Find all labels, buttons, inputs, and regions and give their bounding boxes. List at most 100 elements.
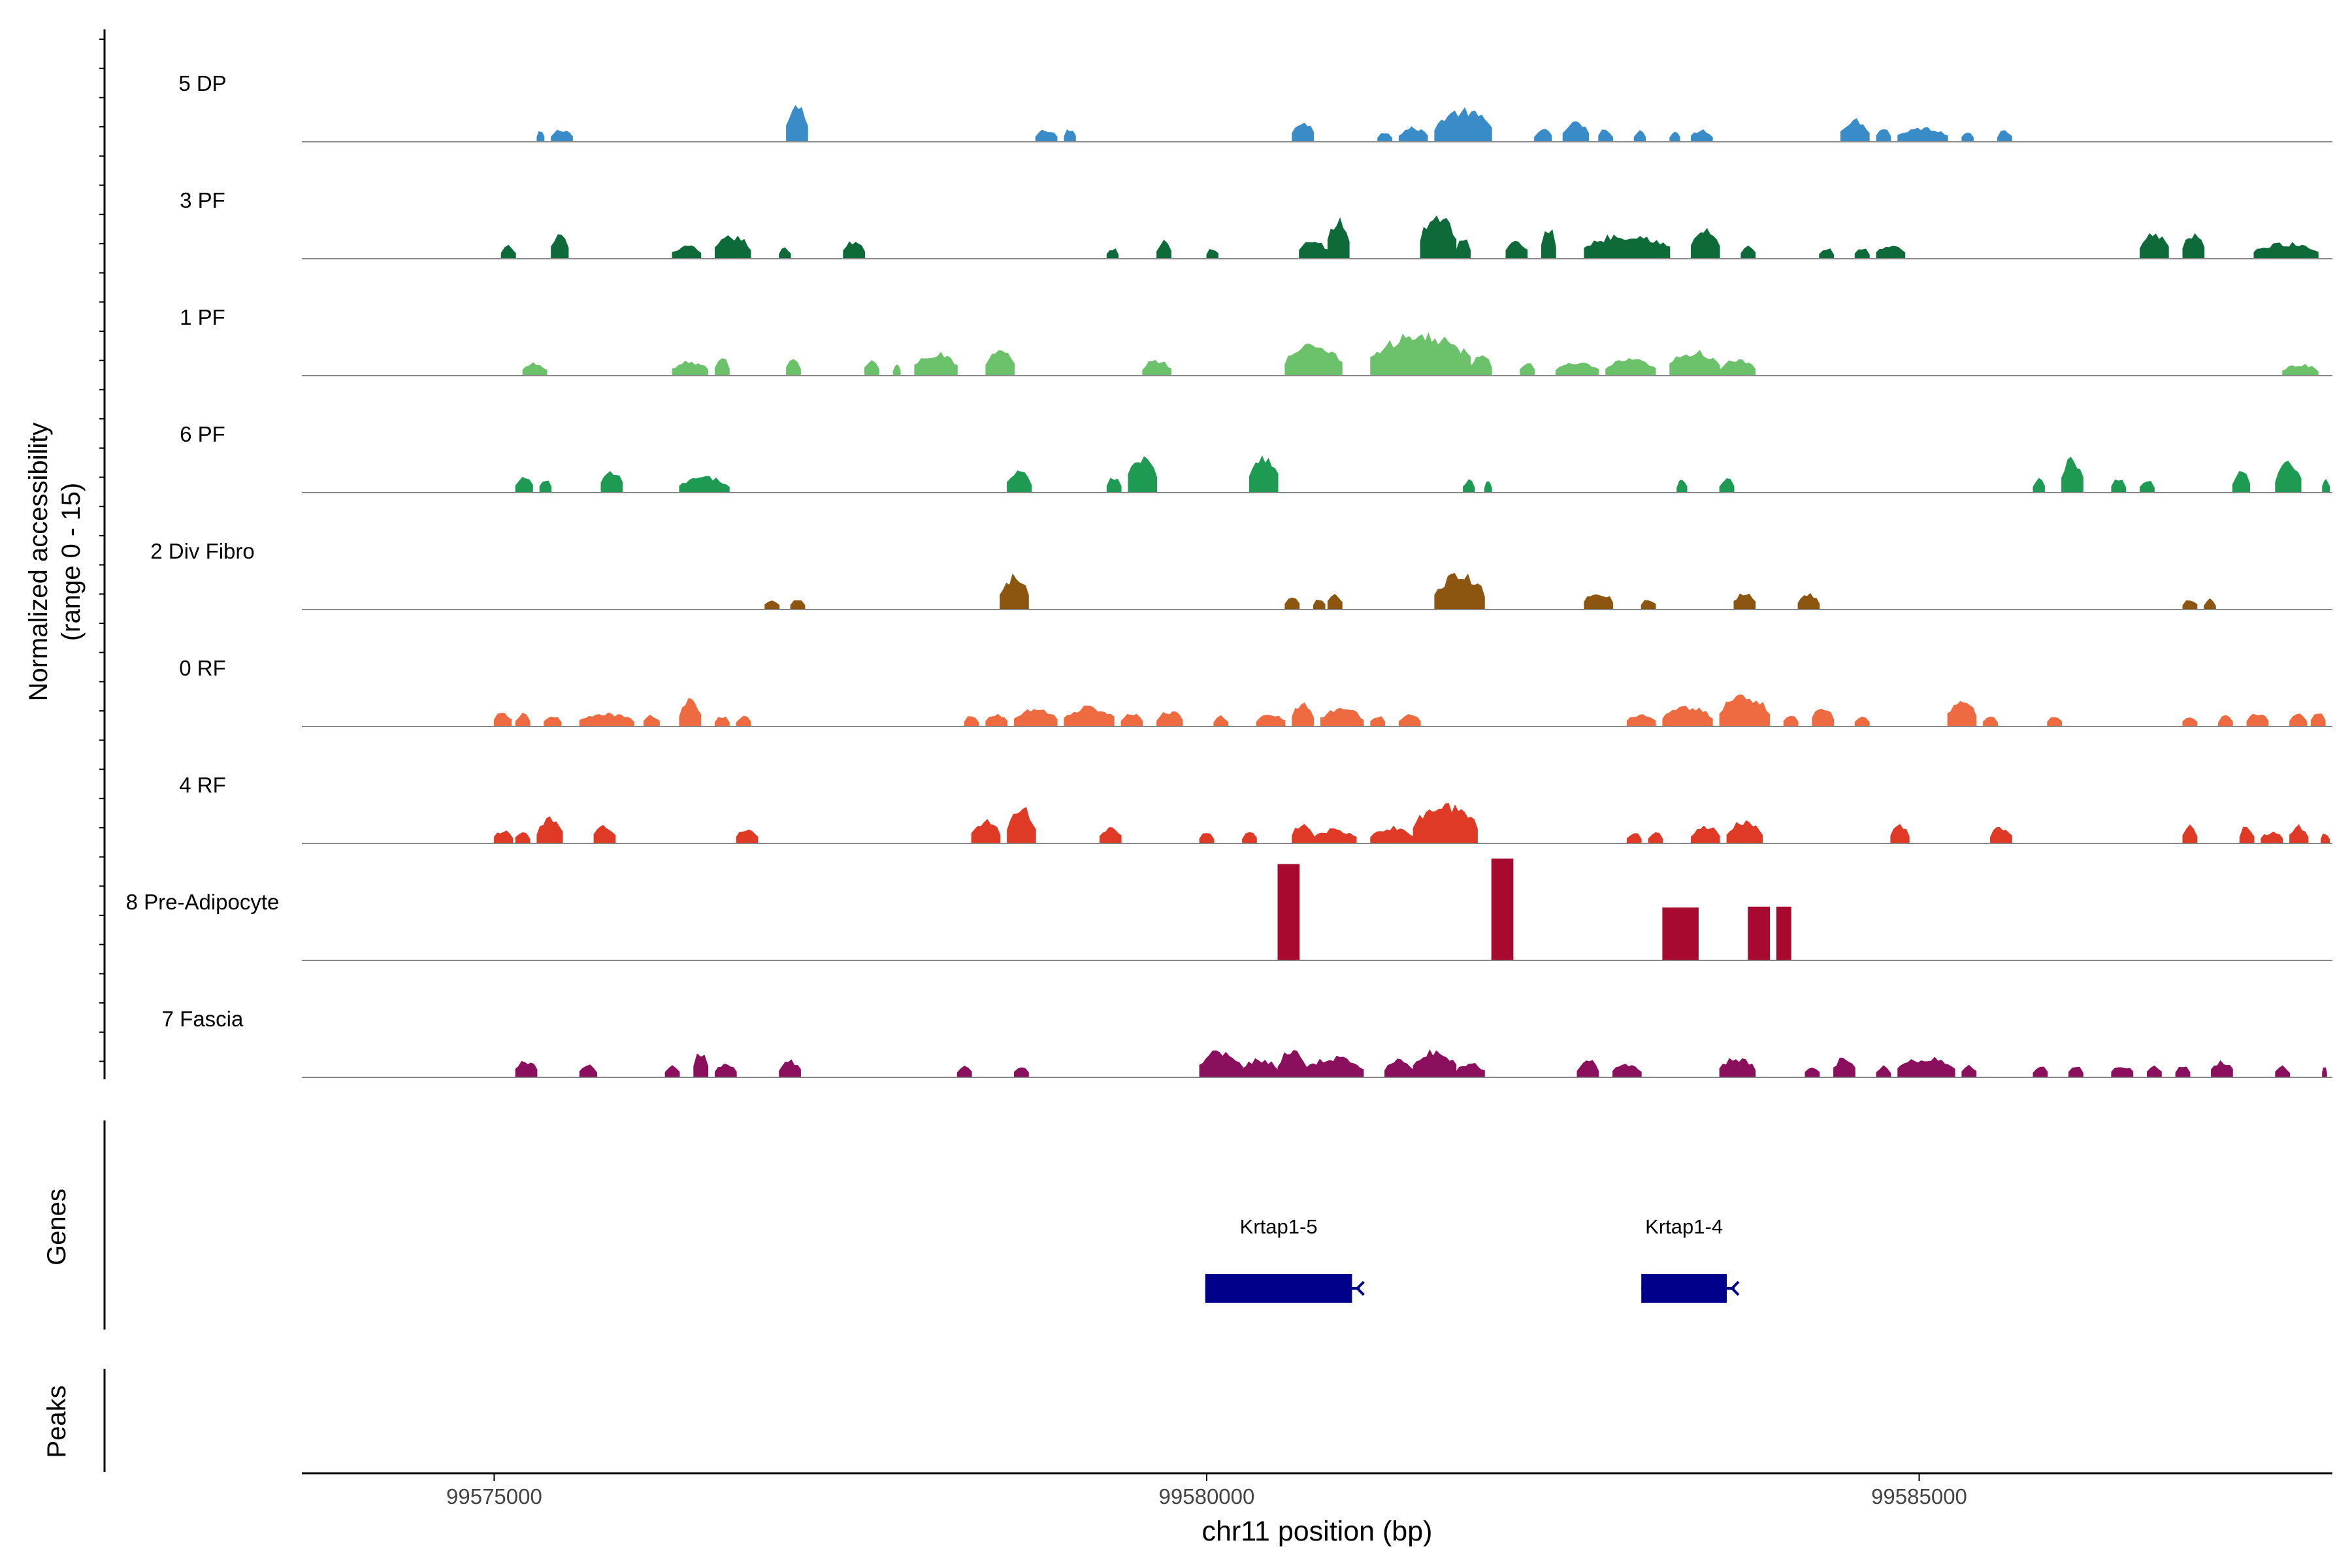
peak bbox=[1420, 215, 1457, 259]
peak bbox=[1740, 245, 1756, 259]
track-0-rf: 0 RF bbox=[179, 656, 2332, 727]
peak bbox=[1213, 715, 1229, 727]
peak bbox=[736, 715, 751, 727]
y-axis-range-label: (range 0 - 15) bbox=[57, 483, 86, 641]
peak bbox=[551, 234, 569, 259]
peak bbox=[1456, 1062, 1485, 1078]
track-3-pf: 3 PF bbox=[180, 188, 2332, 259]
peak bbox=[1007, 807, 1036, 844]
peak bbox=[664, 1065, 680, 1078]
peak bbox=[1648, 832, 1663, 844]
peak bbox=[1641, 600, 1656, 610]
track-label: 7 Fascia bbox=[162, 1007, 244, 1031]
peak bbox=[522, 362, 547, 376]
peak bbox=[679, 476, 730, 493]
peak bbox=[1064, 129, 1076, 142]
peak bbox=[551, 129, 573, 142]
peak bbox=[1961, 132, 1974, 142]
x-axis: 99575000 99580000 99585000 bbox=[302, 1472, 2332, 1509]
peak bbox=[1370, 332, 1471, 376]
peak bbox=[1534, 128, 1552, 142]
peak bbox=[1662, 907, 1699, 961]
peak bbox=[1669, 131, 1680, 142]
peak bbox=[1413, 803, 1478, 844]
y-axis-label: Normalized accessibility bbox=[24, 423, 53, 702]
gene-krtap1-4: Krtap1-4 bbox=[1641, 1215, 1740, 1303]
peak bbox=[1242, 1058, 1279, 1078]
peak bbox=[1284, 597, 1300, 610]
peak bbox=[1256, 715, 1286, 727]
gene-label: Krtap1-5 bbox=[1240, 1215, 1318, 1238]
peak bbox=[579, 712, 634, 727]
peak bbox=[1320, 708, 1364, 727]
peak bbox=[1156, 239, 1171, 259]
peak bbox=[1064, 705, 1115, 727]
peak bbox=[1584, 594, 1614, 610]
peak bbox=[2275, 461, 2302, 493]
peak bbox=[2147, 1065, 2162, 1078]
peak bbox=[1562, 121, 1589, 142]
track-label: 0 RF bbox=[179, 656, 226, 680]
peak bbox=[1313, 599, 1326, 610]
track-2-div-fibro: 2 Div Fibro bbox=[150, 539, 2332, 610]
peak bbox=[1947, 700, 1977, 727]
peak bbox=[536, 131, 545, 142]
peak bbox=[500, 244, 516, 259]
peak bbox=[1983, 716, 1998, 727]
peak bbox=[1719, 359, 1756, 376]
peak bbox=[2182, 233, 2205, 259]
peak bbox=[1284, 343, 1343, 376]
peak bbox=[1206, 249, 1218, 259]
peak bbox=[693, 1053, 709, 1078]
peak bbox=[1099, 827, 1122, 844]
track-label: 3 PF bbox=[180, 188, 225, 212]
peak bbox=[1584, 234, 1671, 259]
peak bbox=[779, 1059, 801, 1078]
track-5-dp: 5 DP bbox=[178, 71, 2332, 142]
peak bbox=[1000, 573, 1029, 610]
peak bbox=[1633, 129, 1646, 142]
peak bbox=[1719, 478, 1735, 493]
peak bbox=[2182, 600, 2198, 610]
peak bbox=[515, 832, 531, 844]
peak bbox=[1491, 858, 1514, 961]
peak bbox=[2289, 824, 2309, 844]
peak bbox=[1555, 363, 1599, 376]
peak bbox=[736, 829, 759, 844]
peak bbox=[1199, 1050, 1243, 1078]
peak bbox=[1398, 126, 1428, 142]
track-7-fascia: 7 Fascia bbox=[162, 1007, 2332, 1078]
peak bbox=[1520, 363, 1535, 376]
peak bbox=[985, 713, 1008, 727]
peak bbox=[1719, 694, 1770, 727]
peak bbox=[2310, 713, 2326, 727]
peak bbox=[515, 1060, 538, 1078]
peak bbox=[1014, 709, 1058, 727]
gene-krtap1-5: Krtap1-5 bbox=[1205, 1215, 1365, 1303]
peak bbox=[864, 360, 879, 376]
peak bbox=[2140, 233, 2169, 259]
peak bbox=[1840, 118, 1870, 142]
peak bbox=[1142, 359, 1171, 376]
peak bbox=[1199, 833, 1215, 844]
track-label: 2 Div Fibro bbox=[150, 539, 255, 563]
peak bbox=[493, 713, 512, 727]
peak bbox=[1776, 906, 1791, 961]
peak bbox=[2033, 1066, 2048, 1078]
peak bbox=[1007, 470, 1032, 493]
peak bbox=[1691, 227, 1720, 259]
peak bbox=[2218, 715, 2233, 727]
track-label: 4 RF bbox=[179, 773, 226, 797]
peak bbox=[2061, 456, 2083, 493]
peak bbox=[1434, 573, 1485, 610]
peak bbox=[1876, 246, 1906, 259]
peak bbox=[1897, 1056, 1955, 1078]
peak bbox=[1313, 828, 1357, 844]
peak bbox=[672, 245, 702, 259]
track-1-pf: 1 PF bbox=[180, 305, 2332, 376]
peak bbox=[1691, 129, 1713, 142]
peak bbox=[1413, 1049, 1457, 1078]
peak bbox=[2282, 363, 2319, 376]
peak bbox=[644, 714, 660, 727]
